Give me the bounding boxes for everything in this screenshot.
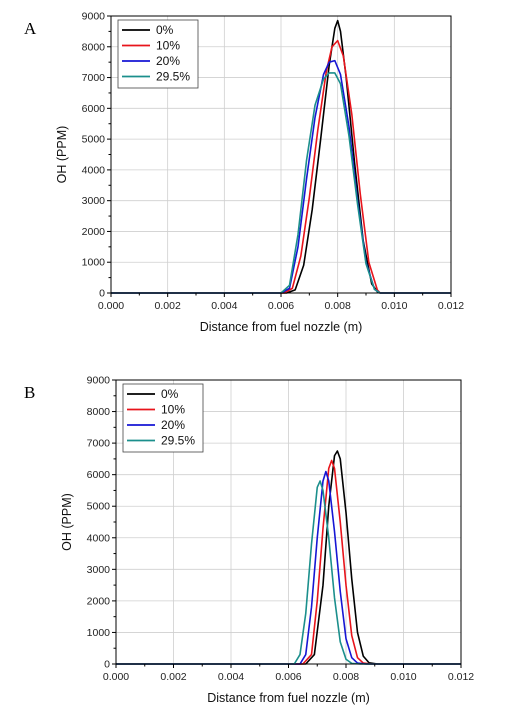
x-tick-label: 0.010 (381, 300, 407, 312)
x-tick-label: 0.008 (333, 671, 359, 683)
series-line-3 (116, 480, 461, 665)
y-tick-label: 6000 (87, 469, 111, 481)
y-tick-label: 8000 (82, 41, 106, 53)
x-tick-label: 0.008 (325, 300, 351, 312)
x-tick-label: 0.006 (275, 671, 301, 683)
legend: 0% 10%20% 29.5% (117, 19, 199, 89)
y-tick-label: 9000 (87, 375, 111, 387)
legend-label: 10% (161, 403, 185, 417)
panel-label: B (24, 383, 35, 402)
y-tick-label: 3000 (87, 564, 111, 576)
y-axis-title: OH (PPM) (60, 493, 74, 551)
legend-label: 29.5% (156, 70, 190, 84)
y-tick-label: 0 (104, 659, 110, 671)
y-tick-label: 5000 (87, 501, 111, 513)
legend-label: 0% (161, 387, 179, 401)
legend-label: 20% (161, 418, 185, 432)
y-tick-label: 4000 (82, 164, 106, 176)
legend-label: 10% (156, 39, 180, 53)
legend-label: 0% (156, 23, 174, 37)
x-axis-title: Distance from fuel nozzle (m) (200, 320, 363, 334)
chart-panel-b: B 0.000 0.002 0.004 0.006 0.008 0.010 0.012 0 10… (24, 375, 474, 706)
y-tick-label: 1000 (87, 627, 111, 639)
y-tick-label: 3000 (82, 195, 106, 207)
series-lines (116, 450, 461, 665)
series-line-1 (111, 39, 451, 294)
series-line-2 (116, 470, 461, 665)
x-tick-label: 0.002 (155, 300, 181, 312)
y-tick-label: 2000 (87, 595, 111, 607)
x-tick-label: 0.006 (268, 300, 294, 312)
y-tick-label: 4000 (87, 532, 111, 544)
series-line-1 (116, 459, 461, 665)
y-tick-label: 0 (99, 288, 105, 300)
y-tick-label: 2000 (82, 226, 106, 238)
y-axis: 0 1000 2000 3000 4000 5000 6000 7000 8000 9000 (82, 11, 111, 300)
chart-panel-a: A 0.000 0.002 0.004 0.006 0.008 0.010 0.012 0 10… (24, 11, 464, 335)
x-tick-label: 0.012 (448, 671, 474, 683)
legend-label: 20% (156, 54, 180, 68)
legend: 0% 10%20% 29.5% (122, 383, 204, 453)
x-tick-label: 0.000 (98, 300, 124, 312)
legend-label: 29.5% (161, 434, 195, 448)
y-tick-label: 7000 (82, 72, 106, 84)
panel-label: A (24, 19, 37, 38)
series-line-3 (111, 72, 451, 294)
y-tick-label: 7000 (87, 438, 111, 450)
x-tick-label: 0.012 (438, 300, 464, 312)
y-tick-label: 1000 (82, 257, 106, 269)
x-tick-label: 0.002 (160, 671, 186, 683)
x-tick-label: 0.010 (390, 671, 416, 683)
y-tick-label: 6000 (82, 103, 106, 115)
series-line-0 (116, 450, 461, 665)
x-tick-label: 0.004 (211, 300, 237, 312)
y-axis: 0 1000 2000 3000 4000 5000 6000 7000 8000 9000 (87, 375, 116, 671)
x-axis: 0.000 0.002 0.004 0.006 0.008 0.010 0.012 (98, 293, 464, 312)
x-tick-label: 0.000 (103, 671, 129, 683)
x-axis-title: Distance from fuel nozzle (m) (207, 691, 370, 705)
y-tick-label: 8000 (87, 406, 111, 418)
y-tick-label: 9000 (82, 11, 106, 23)
y-axis-title: OH (PPM) (55, 126, 69, 184)
x-axis: 0.000 0.002 0.004 0.006 0.008 0.010 0.012 (103, 664, 474, 683)
y-tick-label: 5000 (82, 134, 106, 146)
x-tick-label: 0.004 (218, 671, 244, 683)
series-lines (111, 19, 451, 294)
